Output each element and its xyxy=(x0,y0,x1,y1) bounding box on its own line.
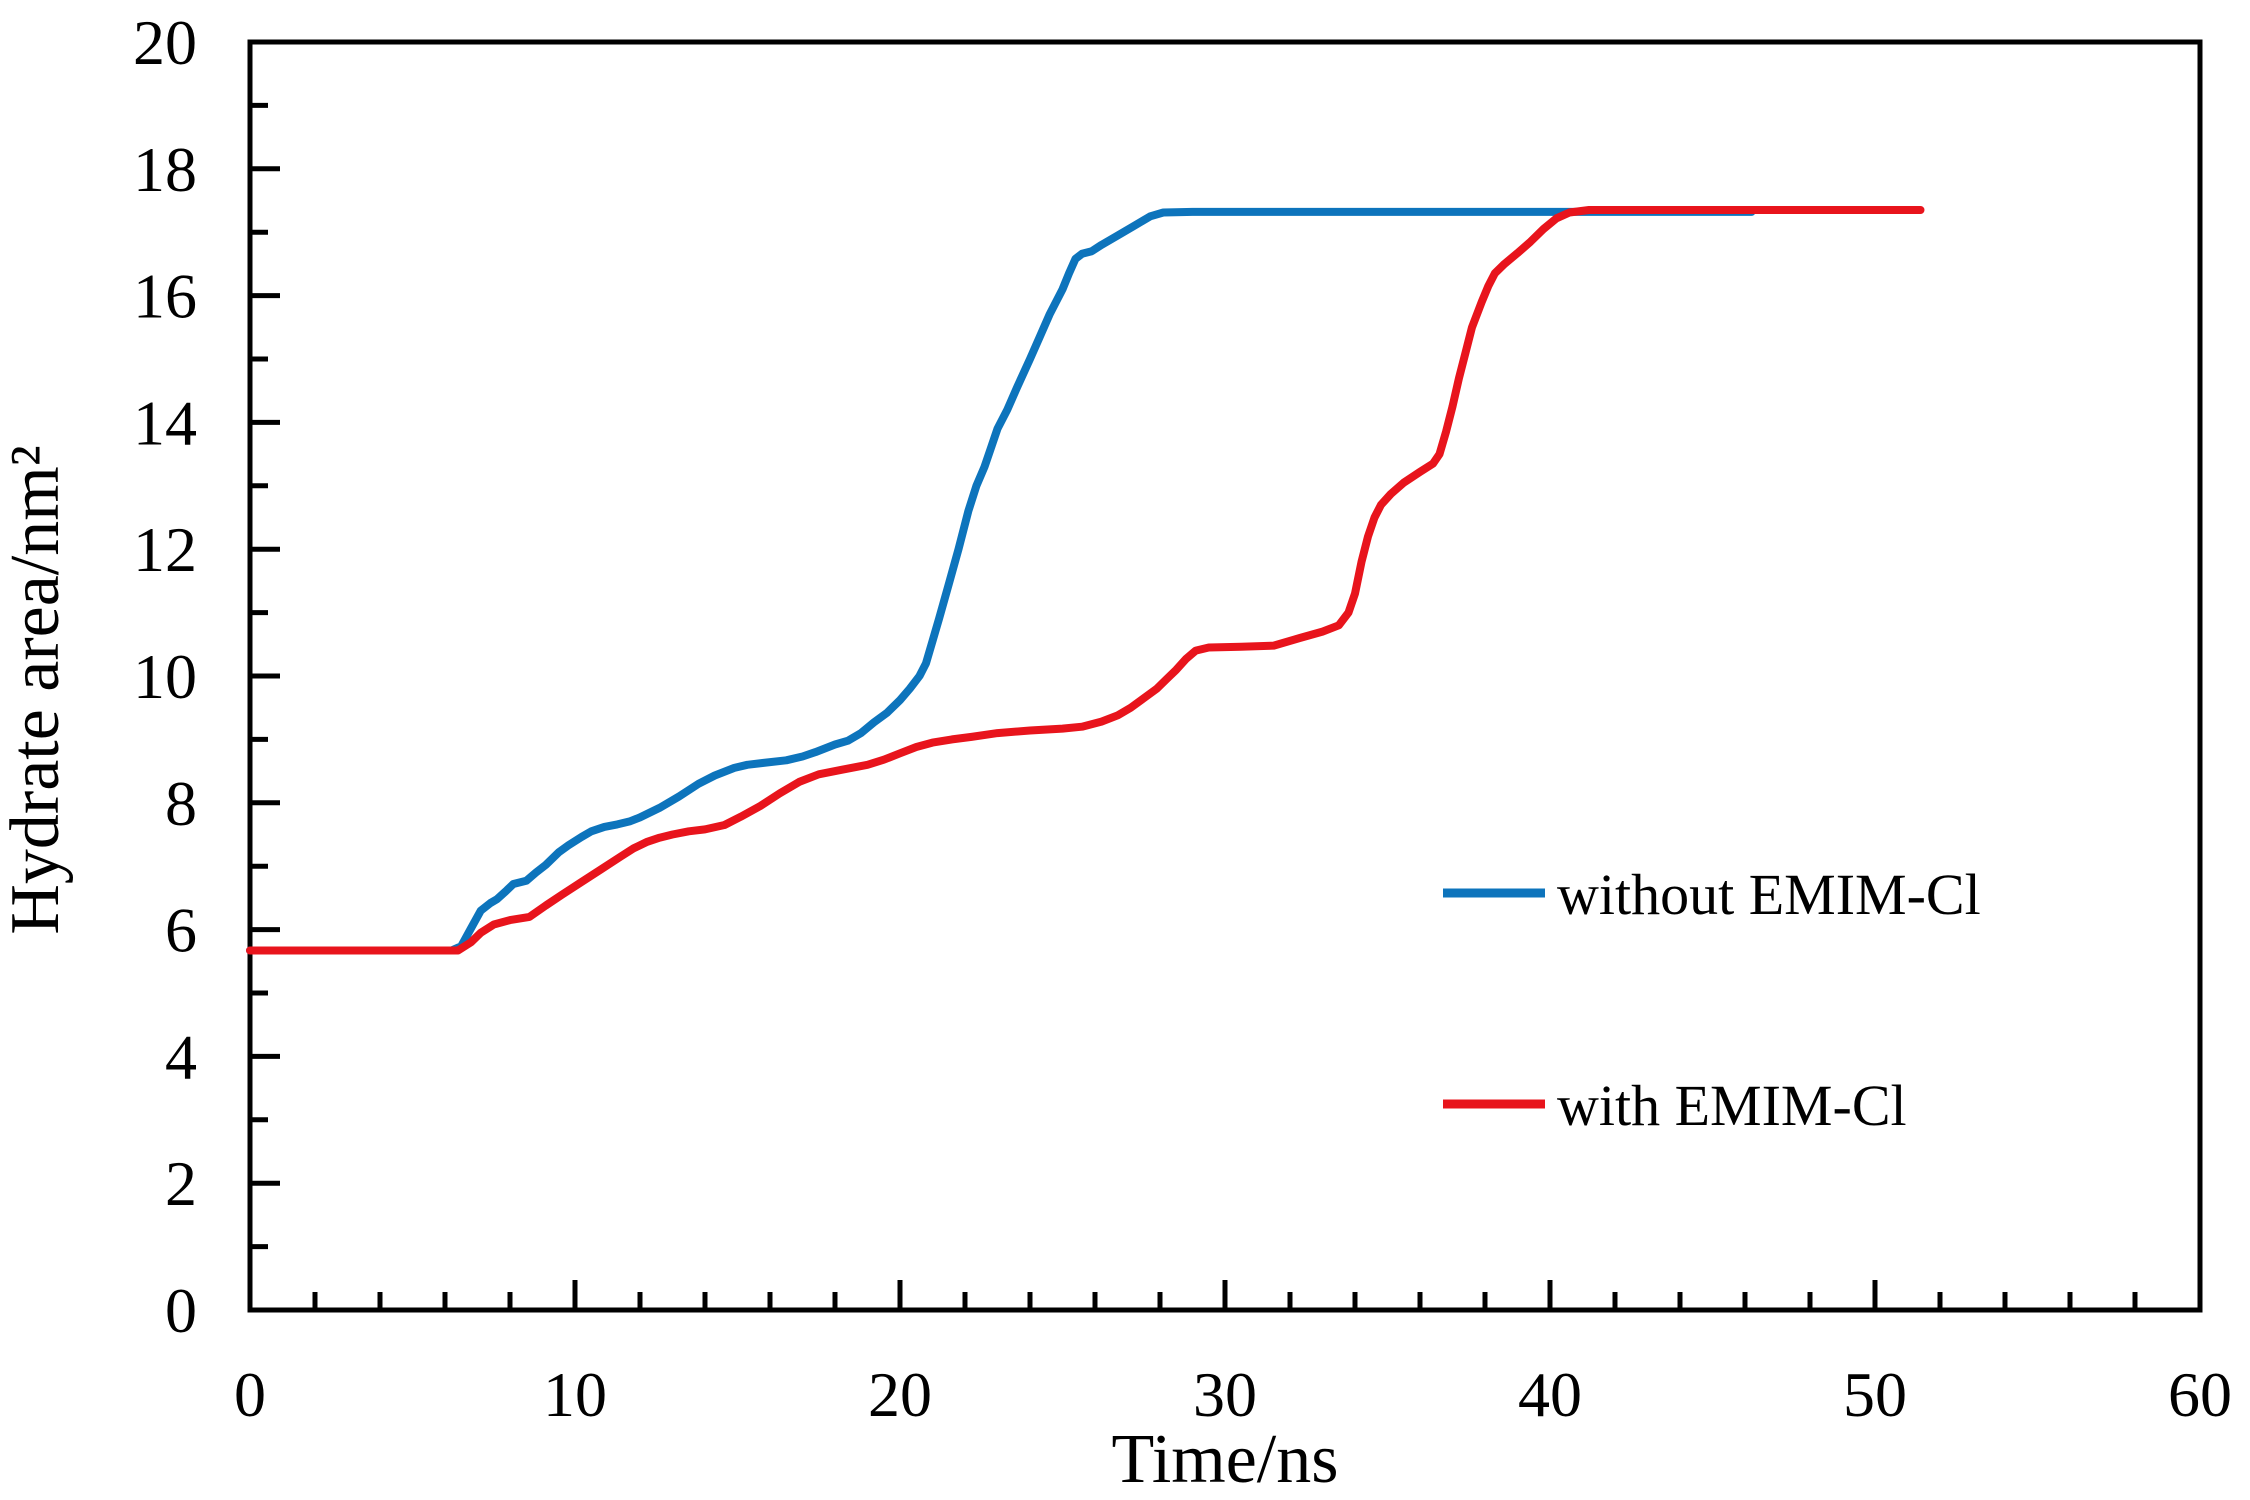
x-tick-label: 20 xyxy=(868,1359,932,1430)
x-tick-label: 40 xyxy=(1518,1359,1582,1430)
series-line-with-emim-cl xyxy=(246,206,1925,955)
y-tick-label: 16 xyxy=(133,261,197,332)
y-tick-label: 0 xyxy=(165,1275,197,1346)
x-tick-label: 60 xyxy=(2168,1359,2232,1430)
series-line-without-emim-cl xyxy=(246,207,1756,955)
x-axis-title: Time/ns xyxy=(1112,1421,1339,1498)
y-tick-label: 8 xyxy=(165,768,197,839)
y-tick-label: 6 xyxy=(165,895,197,966)
y-tick-label: 2 xyxy=(165,1148,197,1219)
y-tick-label: 18 xyxy=(133,134,197,205)
x-tick-label: 50 xyxy=(1843,1359,1907,1430)
y-tick-label: 12 xyxy=(133,514,197,585)
y-tick-label: 10 xyxy=(133,641,197,712)
y-axis-title: Hydrate area/nm² xyxy=(0,445,74,934)
x-tick-label: 0 xyxy=(234,1359,266,1430)
legend-label-without-emim-cl: without EMIM-Cl xyxy=(1557,862,1981,927)
x-tick-label: 10 xyxy=(543,1359,607,1430)
y-tick-label: 4 xyxy=(165,1021,197,1092)
x-tick-label: 30 xyxy=(1193,1359,1257,1430)
y-tick-label: 20 xyxy=(133,7,197,78)
legend-label-with-emim-cl: with EMIM-Cl xyxy=(1557,1073,1907,1138)
y-tick-label: 14 xyxy=(133,387,197,458)
